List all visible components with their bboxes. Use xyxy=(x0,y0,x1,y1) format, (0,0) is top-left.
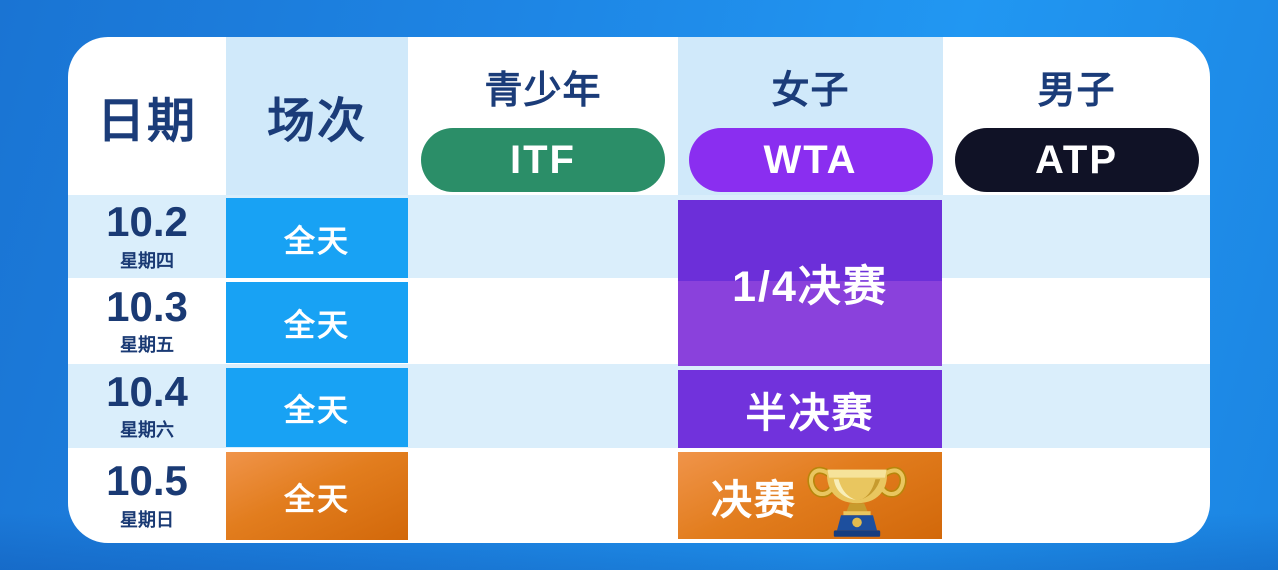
group-label-men: 男子 xyxy=(1037,70,1116,112)
date-weekday: 星期四 xyxy=(120,250,174,271)
wta-pill: WTA xyxy=(688,128,933,192)
wta-semifinal-cell: 半决赛 xyxy=(678,370,942,448)
header-group-women: 女子 WTA xyxy=(678,37,943,195)
session-cell-oct2: 全天 xyxy=(226,198,408,278)
date-number: 10.4 xyxy=(106,367,188,415)
group-label-juniors: 青少年 xyxy=(484,70,602,112)
date-cell-oct2: 10.2 星期四 xyxy=(68,195,226,278)
itf-pill: ITF xyxy=(421,128,665,192)
date-number: 10.5 xyxy=(106,457,188,505)
header-group-juniors: 青少年 ITF xyxy=(408,37,678,195)
wta-final-cell: 决赛 xyxy=(678,452,942,539)
group-label-women: 女子 xyxy=(771,70,850,112)
date-cell-oct4: 10.4 星期六 xyxy=(68,364,226,448)
date-cell-oct3: 10.3 星期五 xyxy=(68,278,226,364)
date-weekday: 星期五 xyxy=(120,335,174,356)
date-weekday: 星期六 xyxy=(120,420,174,441)
trophy-icon xyxy=(807,466,907,537)
tournament-schedule-table: 日期 场次 青少年 ITF 女子 WTA 男子 ATP 10.2 星期四 10.… xyxy=(68,37,1210,543)
header-date: 日期 xyxy=(96,95,197,148)
atp-pill: ATP xyxy=(954,128,1199,192)
header-session: 场次 xyxy=(266,95,367,148)
header-group-men: 男子 ATP xyxy=(943,37,1210,195)
date-weekday: 星期日 xyxy=(120,509,174,530)
session-cell-oct4: 全天 xyxy=(226,368,408,447)
wta-final-label: 决赛 xyxy=(711,476,797,523)
date-cell-oct5: 10.5 星期日 xyxy=(68,448,226,543)
session-column-band xyxy=(226,37,408,195)
session-cell-oct5: 全天 xyxy=(226,452,408,540)
session-cell-oct3: 全天 xyxy=(226,282,408,363)
date-number: 10.3 xyxy=(106,282,188,330)
wta-quarterfinal-cell: 1/4决赛 xyxy=(678,200,942,366)
date-number: 10.2 xyxy=(106,198,188,246)
